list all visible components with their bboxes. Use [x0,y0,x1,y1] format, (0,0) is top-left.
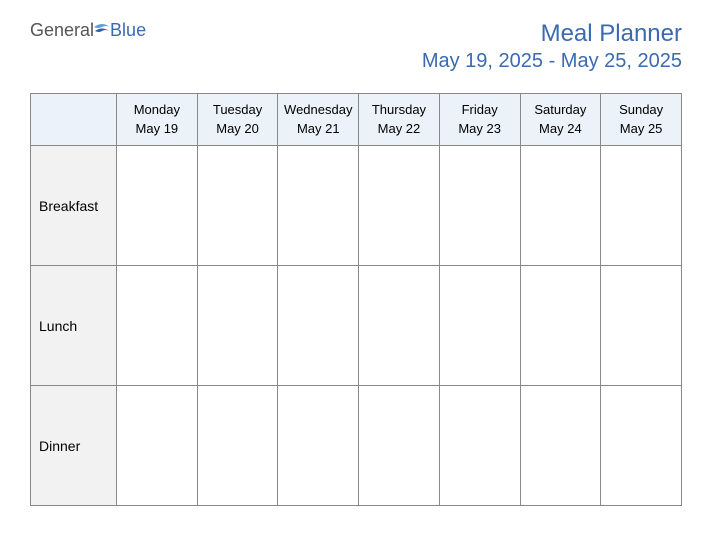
day-date: May 24 [523,120,599,138]
meal-cell[interactable] [439,386,520,506]
day-name: Saturday [523,101,599,119]
meal-cell[interactable] [520,386,601,506]
day-name: Monday [119,101,195,119]
meal-cell[interactable] [359,386,440,506]
meal-cell[interactable] [601,266,682,386]
meal-cell[interactable] [359,146,440,266]
day-header: Saturday May 24 [520,94,601,146]
meal-cell[interactable] [359,266,440,386]
logo-text-general: General [30,20,94,41]
logo-text-blue: Blue [110,20,146,41]
meal-cell[interactable] [601,386,682,506]
logo-swoosh-icon [92,21,112,41]
date-range: May 19, 2025 - May 25, 2025 [422,50,682,73]
day-name: Friday [442,101,518,119]
logo: General Blue [30,20,146,41]
day-name: Thursday [361,101,437,119]
header: General Blue Meal Planner May 19, 2025 -… [30,20,682,73]
table-header-row: Monday May 19 Tuesday May 20 Wednesday M… [31,94,682,146]
table-row: Breakfast [31,146,682,266]
meal-cell[interactable] [278,146,359,266]
corner-cell [31,94,117,146]
day-date: May 21 [280,120,356,138]
day-date: May 19 [119,120,195,138]
meal-cell[interactable] [117,146,198,266]
meal-label: Dinner [31,386,117,506]
day-name: Tuesday [200,101,276,119]
meal-label: Lunch [31,266,117,386]
meal-cell[interactable] [117,386,198,506]
day-name: Wednesday [280,101,356,119]
meal-cell[interactable] [117,266,198,386]
meal-cell[interactable] [197,386,278,506]
meal-cell[interactable] [197,146,278,266]
page-title: Meal Planner [422,20,682,48]
meal-cell[interactable] [197,266,278,386]
day-name: Sunday [603,101,679,119]
meal-cell[interactable] [439,266,520,386]
day-date: May 23 [442,120,518,138]
day-header: Friday May 23 [439,94,520,146]
table-row: Dinner [31,386,682,506]
meal-cell[interactable] [520,266,601,386]
meal-cell[interactable] [278,266,359,386]
meal-planner-table: Monday May 19 Tuesday May 20 Wednesday M… [30,93,682,506]
day-header: Wednesday May 21 [278,94,359,146]
meal-cell[interactable] [520,146,601,266]
day-date: May 20 [200,120,276,138]
meal-cell[interactable] [278,386,359,506]
day-header: Monday May 19 [117,94,198,146]
meal-label: Breakfast [31,146,117,266]
day-header: Thursday May 22 [359,94,440,146]
meal-cell[interactable] [439,146,520,266]
day-date: May 22 [361,120,437,138]
day-header: Tuesday May 20 [197,94,278,146]
table-row: Lunch [31,266,682,386]
day-header: Sunday May 25 [601,94,682,146]
title-block: Meal Planner May 19, 2025 - May 25, 2025 [422,20,682,73]
meal-cell[interactable] [601,146,682,266]
day-date: May 25 [603,120,679,138]
